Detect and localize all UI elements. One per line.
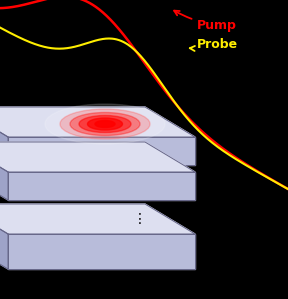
Polygon shape [0, 107, 8, 165]
Ellipse shape [60, 109, 150, 139]
Polygon shape [0, 204, 195, 234]
Ellipse shape [70, 112, 140, 135]
Polygon shape [8, 137, 195, 165]
Ellipse shape [45, 104, 165, 144]
Ellipse shape [71, 113, 139, 135]
Text: ⋮: ⋮ [133, 212, 147, 226]
Polygon shape [8, 234, 195, 269]
Polygon shape [0, 107, 195, 137]
Ellipse shape [95, 120, 115, 127]
Ellipse shape [88, 118, 122, 130]
Text: $\lambda_{z1}, \eta_1$: $\lambda_{z1}, \eta_1$ [226, 143, 264, 159]
Polygon shape [0, 204, 8, 269]
Text: $\lambda_{zn}, \eta_n$: $\lambda_{zn}, \eta_n$ [226, 244, 264, 260]
Text: Probe: Probe [190, 38, 238, 51]
Polygon shape [0, 142, 195, 172]
Polygon shape [8, 172, 195, 200]
Text: $\lambda_{z2}, \eta_2$: $\lambda_{z2}, \eta_2$ [226, 178, 264, 194]
Ellipse shape [60, 109, 150, 139]
Text: Pump: Pump [174, 11, 237, 32]
Ellipse shape [79, 115, 131, 132]
Polygon shape [0, 142, 8, 200]
